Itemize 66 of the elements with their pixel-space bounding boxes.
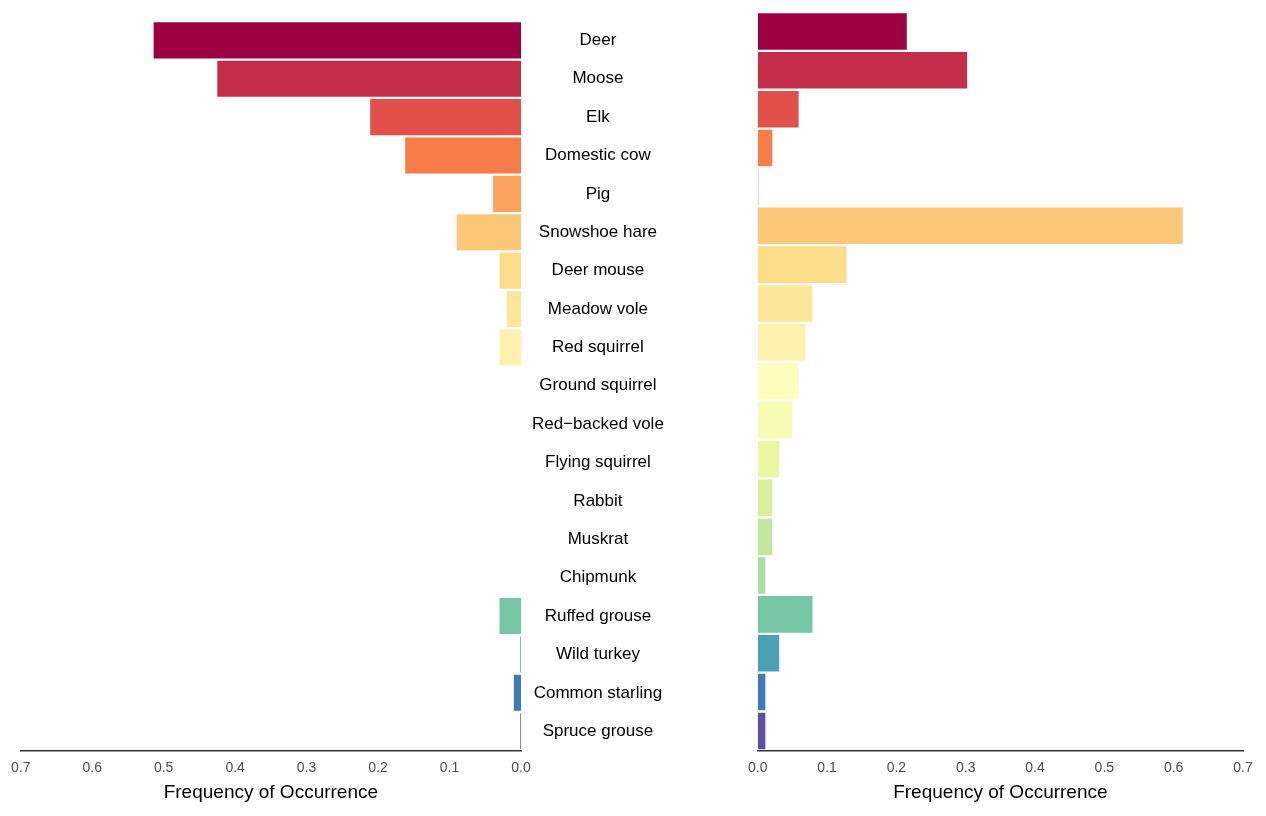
bar — [757, 362, 799, 400]
y-tick-label: Elk — [586, 106, 611, 126]
bar — [757, 634, 780, 672]
x-tick-label: 0.4 — [225, 758, 246, 775]
x-tick-label: 0.1 — [439, 758, 460, 775]
bar — [757, 13, 907, 50]
bar — [217, 60, 521, 97]
bar — [757, 518, 773, 555]
x-tick-label: 0.4 — [1025, 758, 1045, 775]
bar — [506, 291, 521, 328]
y-tick-label: Snowshoe hare — [538, 221, 657, 241]
bar — [757, 285, 813, 322]
y-tick-label: Ground squirrel — [539, 375, 657, 395]
x-tick-label: 0.7 — [11, 758, 31, 775]
bar — [370, 99, 521, 136]
x-tick-label: 0.2 — [886, 758, 907, 775]
bar — [757, 129, 773, 167]
bar — [757, 596, 813, 633]
x-tick-label: 0.5 — [153, 758, 174, 775]
bar — [757, 207, 1183, 245]
bar — [499, 252, 521, 289]
x-axis-title: Frequency of Occurrence — [163, 780, 379, 802]
bar — [757, 401, 793, 439]
bar — [757, 52, 968, 89]
bar — [493, 175, 521, 212]
y-tick-label: Pig — [585, 183, 611, 203]
bar — [153, 22, 521, 59]
x-tick-label: 0.0 — [511, 758, 531, 775]
bar — [456, 214, 521, 251]
x-tick-label: 0.3 — [955, 758, 976, 775]
y-tick-label: Wild turkey — [555, 644, 641, 664]
y-tick-label: Chipmunk — [559, 567, 637, 587]
bar — [499, 598, 521, 635]
y-tick-label: Red−backed vole — [532, 413, 664, 433]
y-tick-label: Common starling — [533, 682, 663, 702]
bar — [757, 673, 766, 711]
bar — [757, 712, 766, 750]
y-tick-label: Moose — [572, 68, 624, 88]
bar — [513, 674, 521, 711]
y-tick-label: Deer mouse — [551, 260, 645, 280]
bar — [757, 324, 806, 361]
y-tick-label: Muskrat — [567, 529, 629, 548]
x-tick-label: 0.6 — [1163, 758, 1184, 775]
x-tick-label: 0.0 — [748, 758, 768, 775]
y-tick-label: Meadow vole — [547, 298, 649, 318]
bar — [757, 479, 773, 517]
x-tick-label: 0.2 — [368, 758, 389, 775]
bar — [757, 246, 847, 283]
y-tick-label: Red squirrel — [552, 337, 644, 357]
bar — [757, 440, 780, 478]
y-tick-label: Flying squirrel — [545, 452, 651, 472]
y-tick-label: Ruffed grouse — [544, 605, 652, 625]
y-tick-label: Rabbit — [573, 490, 623, 510]
bar — [499, 329, 521, 366]
bar — [757, 90, 799, 128]
x-tick-label: 0.6 — [82, 758, 103, 775]
y-tick-label: Deer — [579, 30, 617, 50]
x-tick-label: 0.5 — [1094, 758, 1115, 775]
bar — [757, 557, 766, 594]
x-tick-label: 0.7 — [1233, 758, 1253, 775]
bar — [405, 137, 521, 174]
x-axis-title: Frequency of Occurrence — [893, 780, 1108, 802]
y-tick-label: Spruce grouse — [542, 720, 654, 740]
y-tick-label: Domestic cow — [545, 145, 652, 165]
x-tick-label: 0.1 — [817, 758, 837, 775]
x-tick-label: 0.3 — [296, 758, 317, 775]
